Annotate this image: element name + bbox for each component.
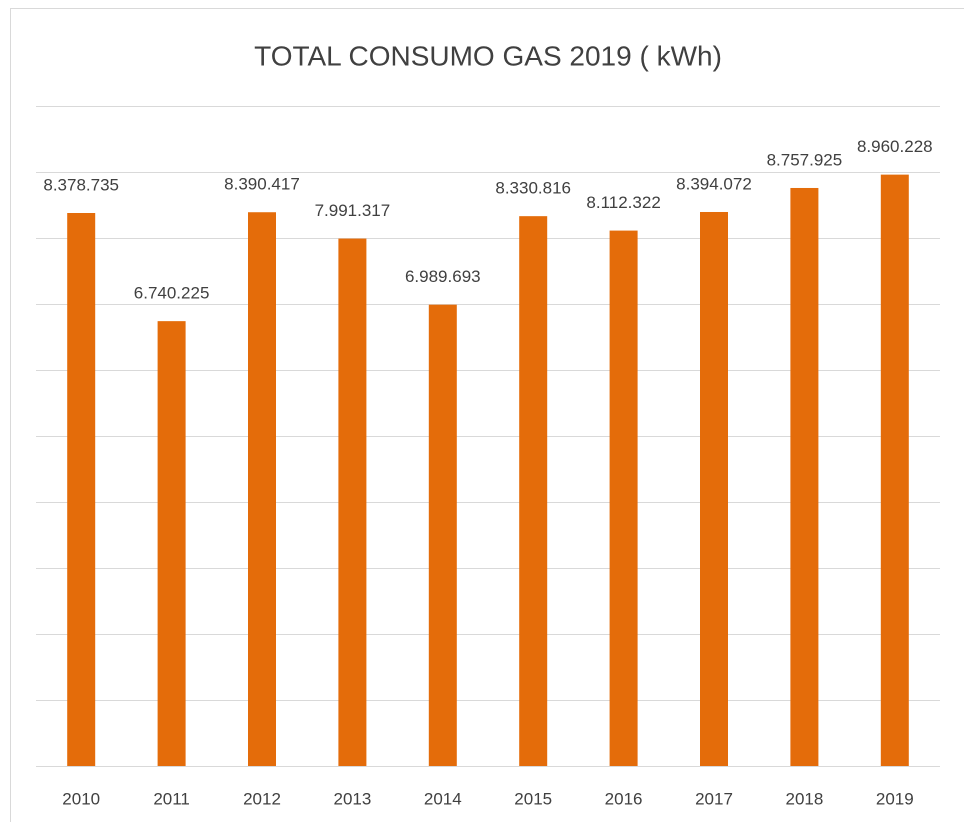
data-label: 8.394.072 — [676, 174, 752, 193]
bar — [880, 174, 909, 767]
x-tick-label: 2010 — [62, 789, 100, 808]
x-tick-label: 2017 — [695, 789, 733, 808]
bar — [428, 304, 457, 766]
bar — [700, 211, 728, 767]
bar — [609, 230, 638, 767]
x-tick-label: 2018 — [785, 789, 823, 808]
x-tick-label: 2012 — [243, 789, 281, 808]
chart-frame — [10, 8, 964, 822]
data-label: 8.378.735 — [43, 175, 119, 194]
x-tick-label: 2016 — [605, 789, 643, 808]
data-label: 7.991.317 — [315, 201, 391, 220]
chart-title: TOTAL CONSUMO GAS 2019 ( kWh) — [254, 40, 722, 71]
x-tick-label: 2013 — [333, 789, 371, 808]
bar — [157, 321, 186, 766]
data-label: 8.757.925 — [767, 150, 843, 169]
x-tick-label: 2014 — [424, 789, 462, 808]
bar — [67, 213, 96, 767]
data-label: 8.390.417 — [224, 175, 300, 194]
data-label: 8.112.322 — [586, 193, 660, 212]
data-label: 6.989.693 — [405, 267, 481, 286]
x-tick-label: 2011 — [153, 789, 190, 808]
data-label: 6.740.225 — [134, 284, 210, 303]
x-tick-label: 2015 — [514, 789, 552, 808]
bar — [519, 216, 548, 766]
bar — [248, 212, 276, 766]
data-label: 8.330.816 — [495, 179, 571, 198]
data-label: 8.960.228 — [857, 137, 933, 156]
bar — [338, 238, 367, 767]
bar — [790, 187, 819, 767]
x-tick-label: 2019 — [876, 789, 914, 808]
